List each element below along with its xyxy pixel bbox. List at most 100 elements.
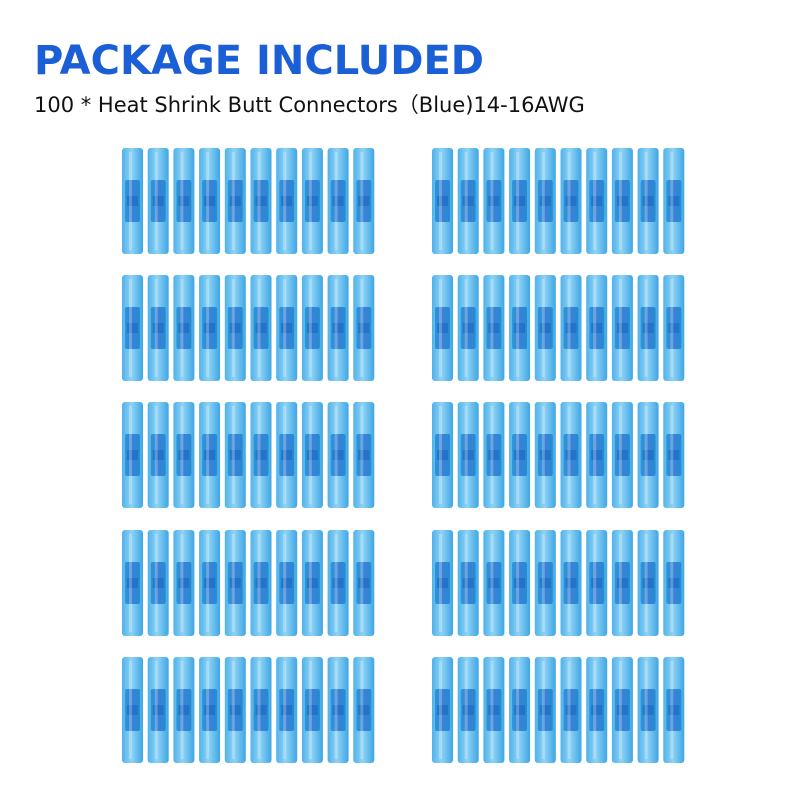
connector-highlight [644,152,648,250]
connector-highlight [334,152,338,250]
connector [301,402,323,508]
connector [250,657,272,763]
connector-highlight [154,661,158,759]
connector-highlight [567,661,571,759]
connector-highlight [308,279,312,377]
connector-highlight [283,661,287,759]
connector [276,402,298,508]
connector-highlight [206,534,210,632]
connector-waist [668,578,680,588]
connector-waist [358,450,370,460]
connector [611,148,633,254]
connector [250,530,272,636]
connector [457,275,479,381]
connector [586,530,608,636]
connector-waist [514,323,526,333]
connector [560,148,582,254]
connector-waist [616,196,628,206]
connector [560,657,582,763]
connector-highlight [541,534,545,632]
connector-highlight [541,661,545,759]
connector-waist [514,450,526,460]
connector-waist [591,323,603,333]
connector-waist [437,705,448,715]
connector-waist [642,323,654,333]
connector-highlight [231,406,235,504]
connector-highlight [231,152,235,250]
connector [509,148,531,254]
connector-waist [642,578,654,588]
connector-waist [178,578,190,588]
connector-waist [565,705,577,715]
connector-waist [642,705,654,715]
connector [432,402,453,508]
connector-waist [437,450,448,460]
connector-highlight [257,406,261,504]
connector-waist [668,705,680,715]
connector-highlight [567,406,571,504]
connector-waist [462,578,474,588]
connector-highlight [618,406,622,504]
connector [637,657,659,763]
connector [353,148,375,254]
connector-highlight [490,152,494,250]
connector-highlight [231,279,235,377]
connector-highlight [360,279,364,377]
connector-waist [488,196,500,206]
connector-waist [358,578,370,588]
connector [224,657,246,763]
connector-highlight [257,534,261,632]
connector-waist [642,450,654,460]
connector-highlight [180,534,184,632]
connector [173,657,195,763]
connector-highlight [129,534,132,632]
connector [224,275,246,381]
connector-highlight [593,661,597,759]
connector [224,530,246,636]
connector-waist [152,450,164,460]
connector-pack [432,657,685,763]
connector-waist [332,450,344,460]
connector-waist [255,705,267,715]
connector-waist [591,578,603,588]
connector-waist [668,450,680,460]
connector-waist [488,450,500,460]
connector-highlight [439,661,442,759]
connector-waist [642,196,654,206]
connector-waist [127,323,138,333]
connector-highlight [670,279,674,377]
connector-highlight [464,152,468,250]
connector [560,530,582,636]
connector [457,657,479,763]
connector-pack [122,530,375,636]
connector-waist [229,578,241,588]
connector [199,657,221,763]
connector-waist [204,450,216,460]
connector-highlight [516,406,520,504]
connector [586,148,608,254]
connector [353,530,375,636]
connector-waist [306,705,318,715]
connector-waist [488,705,500,715]
connector-pack [122,402,375,508]
connector [327,148,349,254]
connector-waist [281,450,293,460]
connector [611,402,633,508]
connector-waist [488,323,500,333]
connector [586,402,608,508]
connector-waist [152,705,164,715]
connector-highlight [360,534,364,632]
connector-waist [281,196,293,206]
connector-highlight [206,661,210,759]
connector-waist [514,196,526,206]
connector-waist [539,705,551,715]
connector [483,275,505,381]
connector [147,530,169,636]
connector-highlight [490,661,494,759]
connector-waist [152,196,164,206]
connector-highlight [257,279,261,377]
connector-highlight [308,406,312,504]
connector-waist [229,705,241,715]
connector [509,402,531,508]
